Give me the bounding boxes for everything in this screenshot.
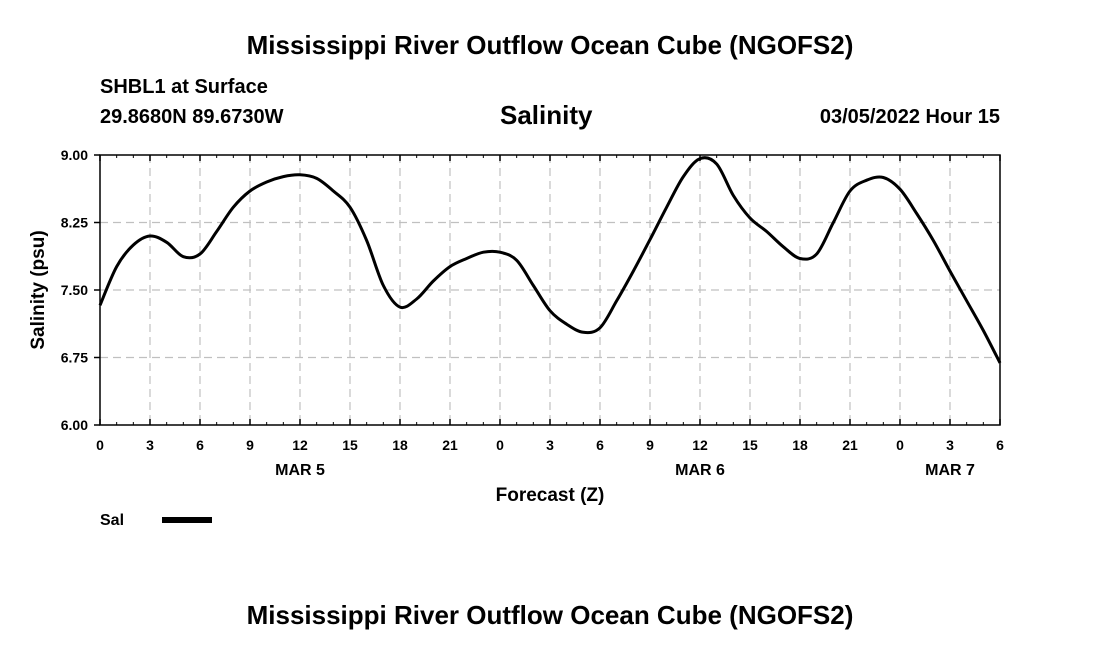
y-axis-label: Salinity (psu) (28, 230, 49, 349)
x-tick-label: 15 (342, 437, 358, 453)
date-label: MAR 6 (675, 462, 725, 479)
footer-title: Mississippi River Outflow Ocean Cube (NG… (246, 600, 854, 630)
x-tick-label: 18 (392, 437, 408, 453)
date-label: MAR 5 (275, 462, 325, 479)
x-tick-label: 6 (996, 437, 1004, 453)
x-tick-label: 0 (496, 437, 504, 453)
x-tick-label: 12 (692, 437, 708, 453)
y-tick-label: 6.00 (61, 417, 88, 433)
y-tick-label: 8.25 (61, 215, 88, 231)
chart-subtitle: Salinity (500, 100, 593, 130)
x-tick-label: 0 (896, 437, 904, 453)
x-tick-label: 9 (646, 437, 654, 453)
y-tick-label: 9.00 (61, 147, 88, 163)
legend-label: Sal (100, 512, 124, 529)
x-tick-label: 15 (742, 437, 758, 453)
x-axis-label: Forecast (Z) (496, 485, 605, 506)
x-tick-label: 0 (96, 437, 104, 453)
x-tick-label: 6 (196, 437, 204, 453)
chart-title: Mississippi River Outflow Ocean Cube (NG… (246, 30, 854, 60)
x-tick-label: 21 (442, 437, 458, 453)
x-tick-label: 12 (292, 437, 308, 453)
series-line-sal (98, 156, 1002, 364)
x-tick-label: 3 (946, 437, 954, 453)
station-label: SHBL1 at Surface (100, 76, 268, 98)
x-tick-label: 6 (596, 437, 604, 453)
coordinates-label: 29.8680N 89.6730W (100, 106, 284, 128)
x-tick-label: 3 (546, 437, 554, 453)
plot-frame (99, 154, 1001, 426)
date-label: MAR 7 (925, 462, 975, 479)
y-tick-label: 6.75 (61, 350, 88, 366)
y-tick-label: 7.50 (61, 282, 88, 298)
x-tick-label: 21 (842, 437, 858, 453)
x-tick-label: 18 (792, 437, 808, 453)
forecast-datetime: 03/05/2022 Hour 15 (819, 106, 1000, 128)
x-tick-label: 3 (146, 437, 154, 453)
x-tick-label: 9 (246, 437, 254, 453)
